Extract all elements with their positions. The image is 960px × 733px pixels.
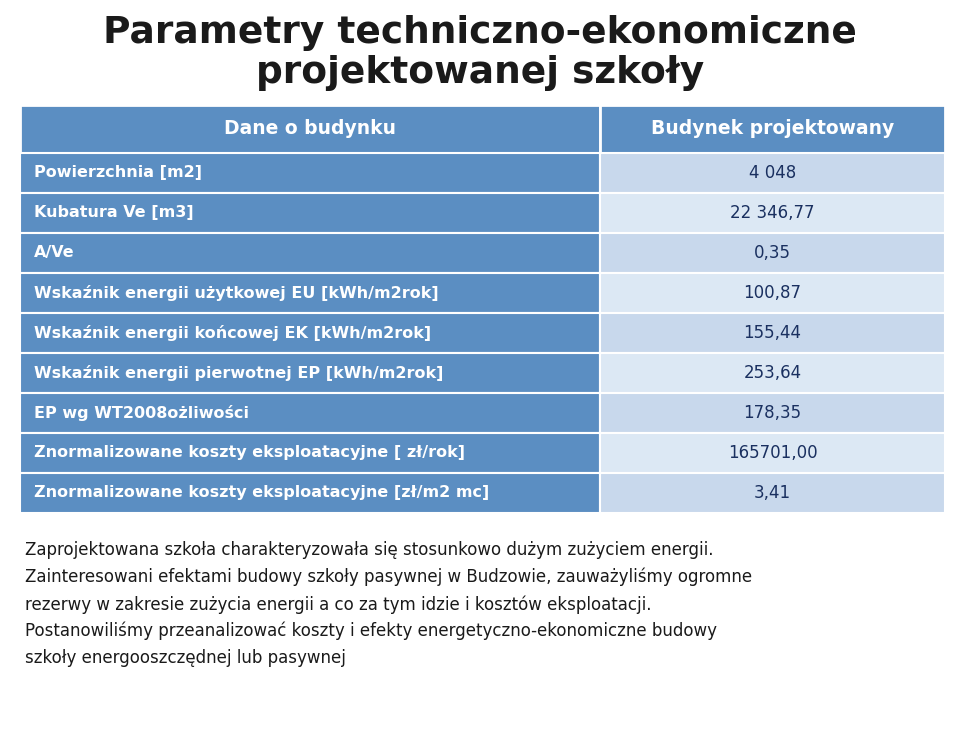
Bar [600,153,945,193]
Bar [600,105,945,153]
Bar [600,353,945,393]
Text: rezerwy w zakresie zużycia energii a co za tym idzie i kosztów eksploatacji.: rezerwy w zakresie zużycia energii a co … [25,595,652,614]
Bar [600,433,945,473]
Text: Wskaźnik energii użytkowej EU [kWh/m2rok]: Wskaźnik energii użytkowej EU [kWh/m2rok… [34,285,439,301]
Text: 165701,00: 165701,00 [728,444,817,462]
Text: Wskaźnik energii końcowej EK [kWh/m2rok]: Wskaźnik energii końcowej EK [kWh/m2rok] [34,325,431,341]
Bar [600,313,945,353]
Text: 22 346,77: 22 346,77 [731,204,815,222]
Bar [20,353,600,393]
Text: Znormalizowane koszty eksploatacyjne [ zł/rok]: Znormalizowane koszty eksploatacyjne [ z… [34,446,465,460]
Bar [20,105,600,153]
Bar [20,313,600,353]
Text: Budynek projektowany: Budynek projektowany [651,119,894,139]
Bar [600,233,945,273]
Text: Parametry techniczno-ekonomiczne: Parametry techniczno-ekonomiczne [103,15,857,51]
Bar [600,393,945,433]
Text: 155,44: 155,44 [743,324,802,342]
Bar [20,393,600,433]
Text: 178,35: 178,35 [743,404,802,422]
Text: Powierzchnia [m2]: Powierzchnia [m2] [34,166,202,180]
Text: Zaprojektowana szkoła charakteryzowała się stosunkowo dużym zużyciem energii.: Zaprojektowana szkoła charakteryzowała s… [25,541,713,559]
Text: Kubatura Ve [m3]: Kubatura Ve [m3] [34,205,194,221]
Bar [20,193,600,233]
Text: 100,87: 100,87 [743,284,802,302]
Bar [20,473,600,513]
Bar [20,273,600,313]
Text: Dane o budynku: Dane o budynku [224,119,396,139]
Bar [600,473,945,513]
Text: Wskaźnik energii pierwotnej EP [kWh/m2rok]: Wskaźnik energii pierwotnej EP [kWh/m2ro… [34,365,444,381]
Bar [600,193,945,233]
Bar [20,153,600,193]
Text: 0,35: 0,35 [754,244,791,262]
Bar [600,273,945,313]
Text: szkoły energooszczędnej lub pasywnej: szkoły energooszczędnej lub pasywnej [25,649,346,667]
Text: A/Ve: A/Ve [34,246,75,260]
Bar [20,233,600,273]
Text: Znormalizowane koszty eksploatacyjne [zł/m2 mc]: Znormalizowane koszty eksploatacyjne [zł… [34,485,490,501]
Text: Zainteresowani efektami budowy szkoły pasywnej w Budzowie, zauważyliśmy ogromne: Zainteresowani efektami budowy szkoły pa… [25,568,752,586]
Text: Postanowiliśmy przeanalizować koszty i efekty energetyczno-ekonomiczne budowy: Postanowiliśmy przeanalizować koszty i e… [25,622,717,641]
Bar [20,433,600,473]
Text: 253,64: 253,64 [743,364,802,382]
Text: 3,41: 3,41 [754,484,791,502]
Text: EP wg WT2008ożliwości: EP wg WT2008ożliwości [34,405,249,421]
Text: 4 048: 4 048 [749,164,796,182]
Text: projektowanej szkoły: projektowanej szkoły [256,55,704,91]
